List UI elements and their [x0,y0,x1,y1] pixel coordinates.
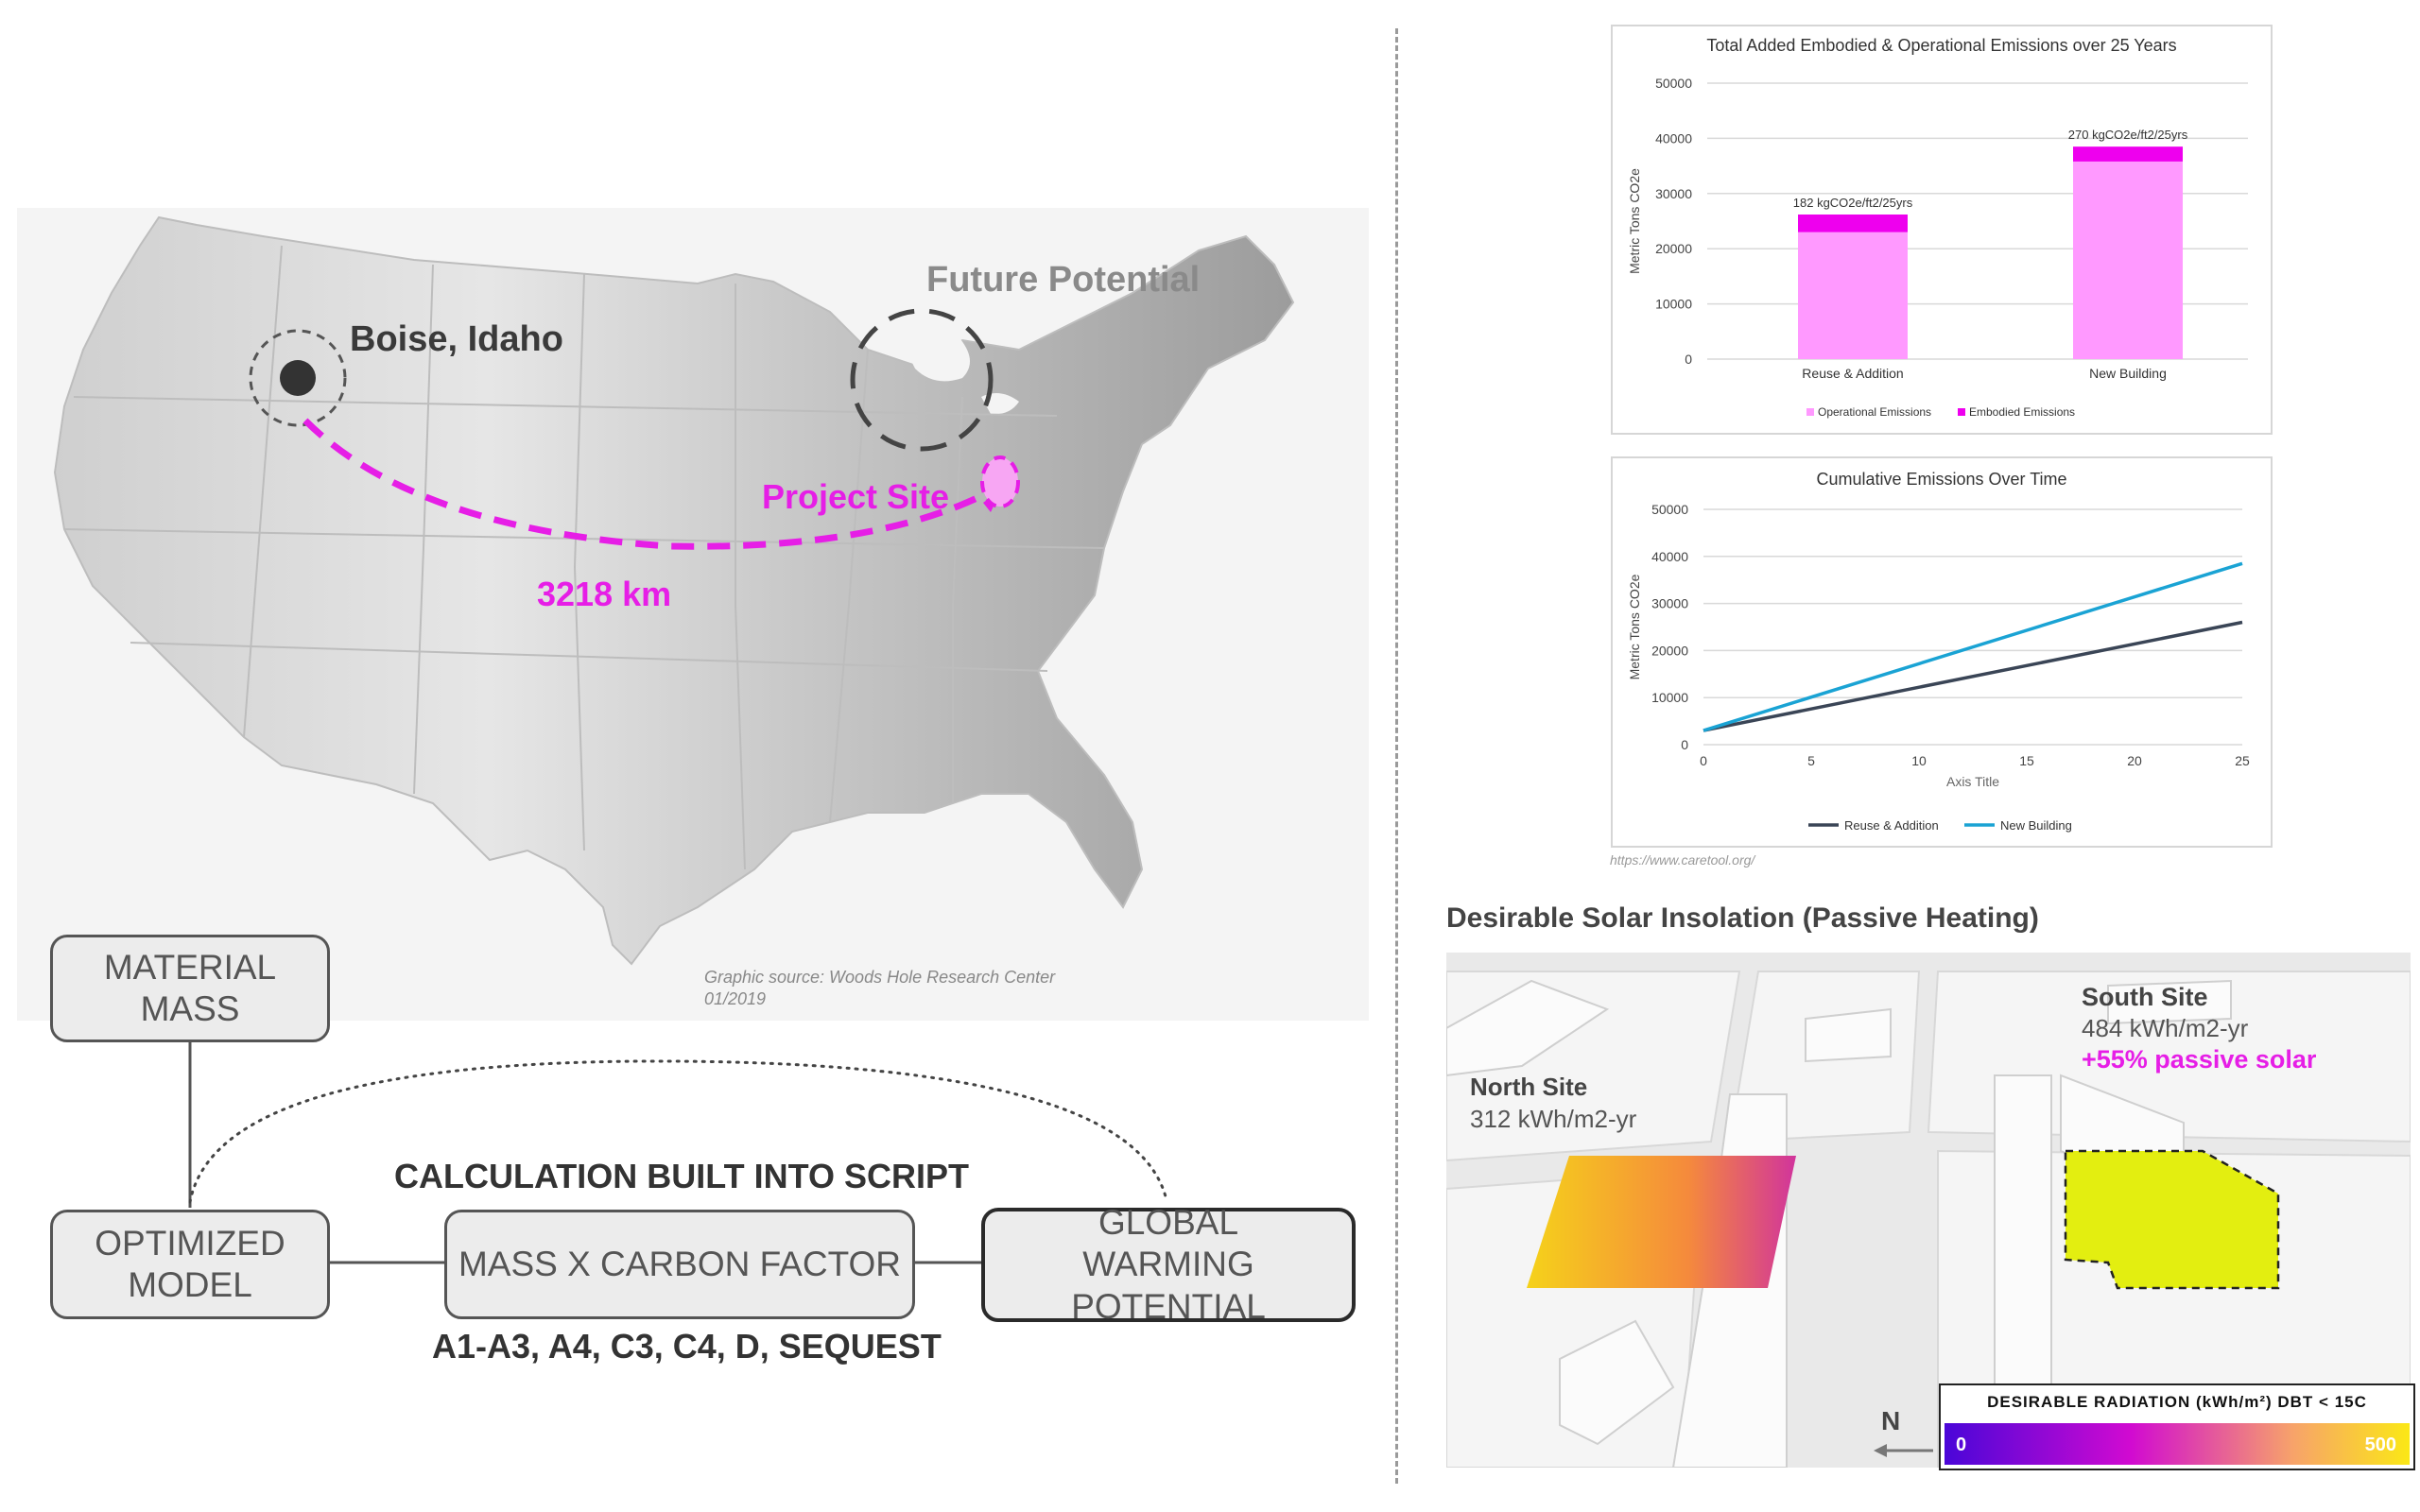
bar-ytick-label: 0 [1685,352,1692,367]
stages-label: A1-A3, A4, C3, C4, D, SEQUEST [432,1327,942,1366]
solar-render [1446,953,2411,1468]
line-chart-title: Cumulative Emissions Over Time [1816,470,2067,489]
material-mass-label: MATERIAL MASS [103,947,277,1028]
map-source-line2: 01/2019 [704,989,767,1008]
distance-label: 3218 km [537,575,672,613]
material-mass-box: MATERIAL MASS [50,935,330,1042]
bar-chart: 0 10000 20000 30000 40000 50000 Metric Tons CO… [1627,76,2248,419]
gwp-label: GLOBAL WARMING POTENTIAL [1071,1202,1266,1326]
chart-source-link[interactable]: https://www.caretool.org/ [1610,852,1755,868]
bar-ytick-label: 50000 [1655,76,1692,91]
north-arrow-label: N [1881,1406,1901,1435]
line-ytick-label: 10000 [1651,690,1688,705]
calc-title: CALCULATION BUILT INTO SCRIPT [394,1157,969,1195]
project-site-label: Project Site [762,477,950,516]
line-ylabel: Metric Tons CO2e [1627,574,1642,679]
bar-segment [2073,146,2183,162]
bar-segment [1798,232,1908,359]
us-landmass [53,215,1295,966]
bar-legend-swatch [1806,408,1814,416]
carbon-factor-label: MASS X CARBON FACTOR [458,1244,902,1283]
south-site-gain: +55% passive solar [2082,1045,2317,1074]
north-arrow-icon [1874,1444,1933,1457]
bar-chart-panel: Total Added Embodied & Operational Emiss… [1611,25,2273,435]
bar-chart-title: Total Added Embodied & Operational Emiss… [1706,36,2177,55]
line-series [1703,620,2243,732]
line-ytick-label: 30000 [1651,596,1688,611]
south-site-name: South Site [2082,983,2208,1011]
line-chart-panel: Cumulative Emissions Over Time 0 10000 200… [1611,456,2273,848]
solar-render-graphic [1446,971,2411,1468]
carbon-factor-box: MASS X CARBON FACTOR [444,1210,915,1319]
radiation-legend-min: 0 [1956,1435,1967,1455]
boise-ring [249,329,347,427]
great-lakes [896,321,970,382]
route-line [302,418,993,550]
line-xtick-label: 20 [2127,753,2142,768]
line-ytick-label: 50000 [1651,502,1688,517]
line-xtick-label: 10 [1911,753,1927,768]
south-site-heatmap [2064,1149,2280,1290]
lake-erie [981,393,1019,415]
bar-data-label: 182 kgCO2e/ft2/25yrs [1793,196,1913,210]
north-site-name: North Site [1470,1073,1588,1101]
line-ytick-label: 0 [1681,737,1688,752]
project-site-marker [980,455,1020,508]
boise-label: Boise, Idaho [350,319,563,359]
bar-legend-label: Operational Emissions [1818,405,1931,419]
future-potential-label: Future Potential [926,260,1201,300]
north-site-value: 312 kWh/m2-yr [1470,1105,1637,1133]
line-ytick-label: 40000 [1651,549,1688,564]
flow-connectors [188,1040,1168,1264]
bar-ytick-label: 30000 [1655,186,1692,201]
boise-dot [280,360,316,396]
optimized-model-label: OPTIMIZED MODEL [95,1223,285,1304]
line-xtick-label: 15 [2019,753,2034,768]
line-xtick-label: 5 [1807,753,1815,768]
bar-segment [1798,214,1908,232]
feedback-loop [188,1059,1168,1204]
bar-legend-swatch [1958,408,1965,416]
us-map [17,208,1369,1021]
panel-divider [1395,28,1398,1484]
bar-ylabel: Metric Tons CO2e [1627,168,1642,274]
north-site-heatmap [1527,1156,1796,1288]
bar-ytick-label: 10000 [1655,297,1692,312]
south-site-value: 484 kWh/m2-yr [2082,1014,2249,1042]
line-legend-label: Reuse & Addition [1844,818,1939,833]
bar-data-label: 270 kgCO2e/ft2/25yrs [2068,128,2188,142]
bar-segment [2073,161,2183,359]
bar-ytick-label: 40000 [1655,130,1692,146]
line-series [1703,561,2243,732]
solar-title: Desirable Solar Insolation (Passive Heat… [1446,902,2039,934]
map-graphic [53,215,1295,966]
bar-category-label: New Building [2089,366,2167,381]
map-source-line1: Graphic source: Woods Hole Research Cent… [704,968,1056,987]
line-xtick-label: 0 [1700,753,1707,768]
radiation-legend-title: DESIRABLE RADIATION (kWh/m²) DBT < 15C [1987,1393,2367,1411]
bar-legend-label: Embodied Emissions [1969,405,2075,419]
bar-ytick-label: 20000 [1655,241,1692,256]
optimized-model-box: OPTIMIZED MODEL [50,1210,330,1319]
line-xtick-label: 25 [2235,753,2250,768]
radiation-legend-max: 500 [2364,1435,2396,1455]
radiation-legend-bar [1945,1423,2410,1465]
line-xlabel: Axis Title [1946,774,1999,789]
gwp-box: GLOBAL WARMING POTENTIAL [981,1203,1356,1326]
bar-category-label: Reuse & Addition [1802,366,1903,381]
line-chart: 0 10000 20000 30000 40000 50000 0 5 10 15 20 25 Axis… [1627,502,2250,833]
radiation-legend: DESIRABLE RADIATION (kWh/m²) DBT < 15C 0… [1939,1383,2415,1470]
line-legend-label: New Building [2000,818,2072,833]
future-potential-ring [850,308,994,452]
line-ytick-label: 20000 [1651,643,1688,658]
